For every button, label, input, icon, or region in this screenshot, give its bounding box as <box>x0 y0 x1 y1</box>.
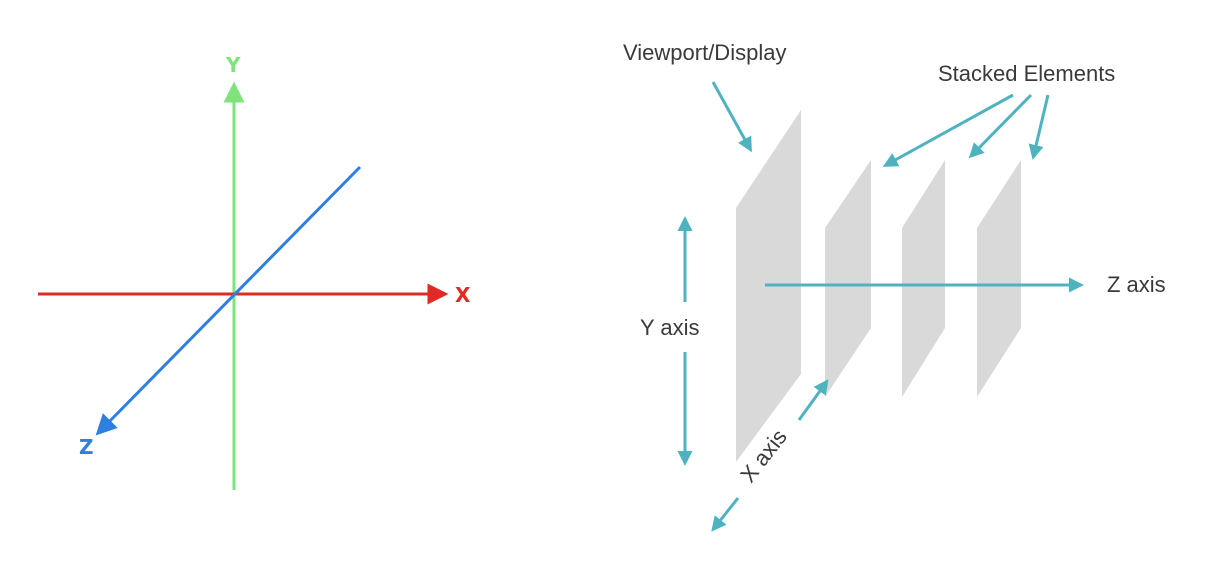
x-axis-arrow-down <box>711 497 740 532</box>
z-axis-line <box>95 165 362 436</box>
stacked-pointer-arrow-2 <box>968 93 1033 159</box>
stacked-plane-3 <box>977 160 1021 397</box>
coordinate-axes-diagram: Y X Z <box>0 0 545 562</box>
stacked-plane-1 <box>825 160 871 397</box>
viewport-label: Viewport/Display <box>623 40 786 65</box>
x-axis-letter: X <box>455 283 471 307</box>
stacking-diagram: Viewport/Display Stacked Elements Y axis… <box>545 0 1207 562</box>
z-axis-letter: Z <box>79 435 94 459</box>
viewport-pointer-arrow <box>711 81 752 153</box>
y-axis-letter: Y <box>225 53 241 77</box>
z-axis-label: Z axis <box>1107 272 1166 297</box>
coordinate-axes-canvas: Y X Z <box>38 53 471 490</box>
x-axis-arrow-up <box>797 379 829 421</box>
stacked-pointer-arrow-3 <box>1028 94 1050 160</box>
y-axis-label: Y axis <box>640 315 700 340</box>
stacked-plane-2 <box>902 160 945 397</box>
stacked-elements-label: Stacked Elements <box>938 61 1115 86</box>
stacking-canvas: Viewport/Display Stacked Elements Y axis… <box>623 40 1166 532</box>
stacked-pointer-arrow-1 <box>882 93 1014 167</box>
